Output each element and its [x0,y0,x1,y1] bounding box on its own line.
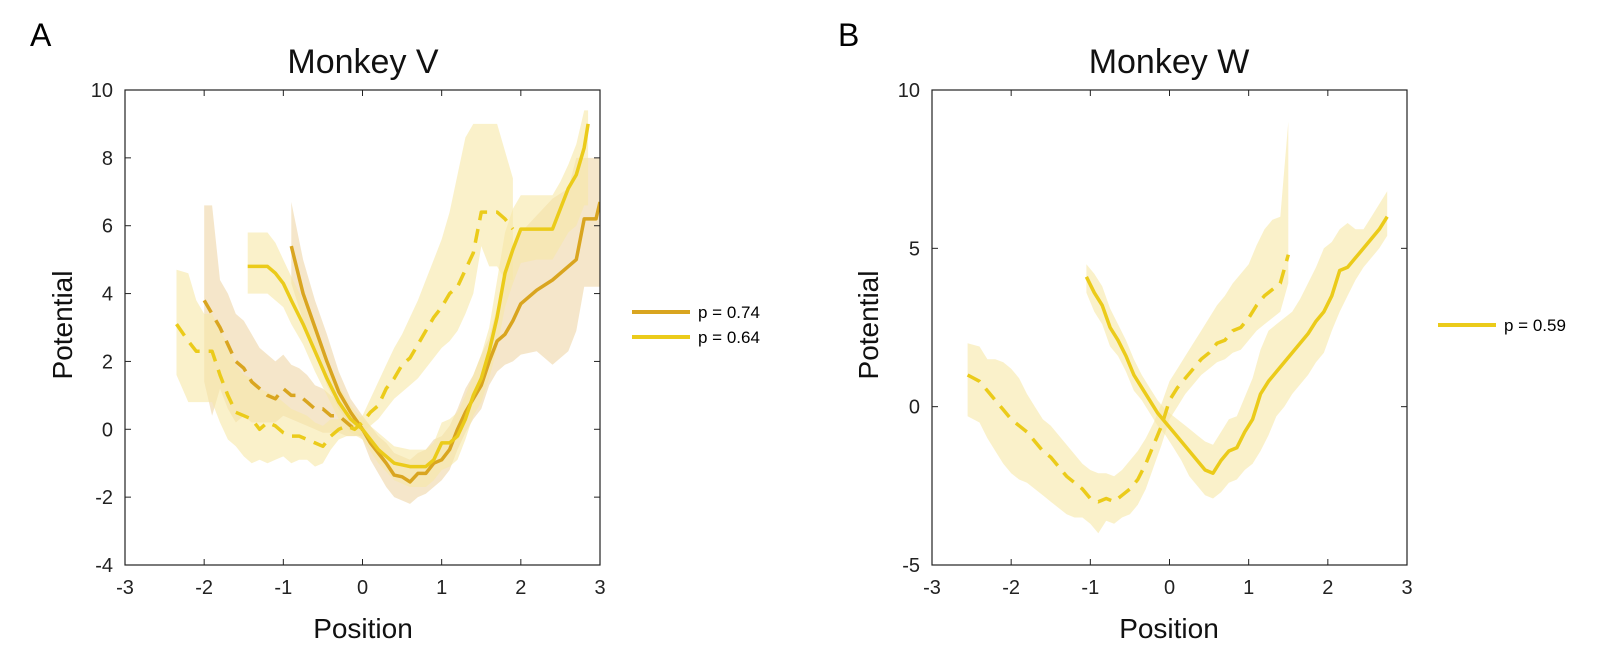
x-tick-label: 2 [1322,577,1333,599]
panel-label-a: A [30,17,52,53]
legend-label: p = 0.59 [1504,316,1566,335]
series-line [202,299,363,432]
legend-label: p = 0.74 [698,303,760,322]
y-axis-label: Potential [853,271,884,380]
x-tick-label: 1 [1243,577,1254,599]
y-tick-label: -4 [95,555,113,577]
series-line [1084,215,1389,475]
confidence-bands [967,121,1388,534]
chart-title: Monkey W [1089,43,1250,81]
x-tick-label: -3 [116,577,134,599]
x-axis-label: Position [313,613,413,644]
series-line [289,201,600,484]
axes-frame [931,89,1408,566]
chart-title: Monkey V [287,43,438,81]
series-band [967,121,1289,534]
x-tick-label: 3 [594,577,605,599]
panel-b: B Monkey W -3 -2 -1 0 1 2 3 -5 0 5 10 Position Pot… [838,17,1566,644]
y-axis-label: Potential [47,271,78,380]
y-tick-label: 2 [102,351,113,373]
y-tick-label: -2 [95,487,113,509]
legend-label: p = 0.64 [698,328,760,347]
y-tick-label: 0 [102,419,113,441]
x-tick-label: 2 [515,577,526,599]
x-tick-label: 3 [1401,577,1412,599]
series-line [247,123,590,469]
y-tick-label: 0 [909,397,920,419]
series-line [966,254,1290,504]
plot-area: -3 -2 -1 0 1 2 3 -4 -2 0 2 4 6 8 10 [91,80,606,599]
x-tick-label: -2 [1002,577,1020,599]
panel-label-b: B [838,17,859,53]
y-tick-label: 10 [898,80,920,102]
x-tick-label: -3 [923,577,941,599]
x-axis-label: Position [1119,613,1219,644]
x-tick-label: 0 [1164,577,1175,599]
y-tick-label: 8 [102,148,113,170]
series-lines [175,123,600,484]
x-tick-label: -2 [195,577,213,599]
y-tick-label: 6 [102,216,113,238]
y-tick-label: 10 [91,80,113,102]
x-tick-label: 0 [357,577,368,599]
y-tick-label: 5 [909,238,920,260]
y-tick-label: 4 [102,284,113,306]
x-tick-label: -1 [1081,577,1099,599]
x-tick-label: 1 [436,577,447,599]
series-band [176,123,513,467]
plot-area: -3 -2 -1 0 1 2 3 -5 0 5 10 [898,80,1413,599]
series-lines [966,215,1389,504]
legend: p = 0.59 [1438,316,1566,335]
confidence-bands [176,110,600,504]
y-tick-label: -5 [902,555,920,577]
panel-a: A Monkey V -3 -2 -1 0 1 2 3 -4 -2 0 2 4 6 8 10 Positio… [30,17,760,644]
legend: p = 0.74 p = 0.64 [632,303,760,347]
x-tick-label: -1 [274,577,292,599]
